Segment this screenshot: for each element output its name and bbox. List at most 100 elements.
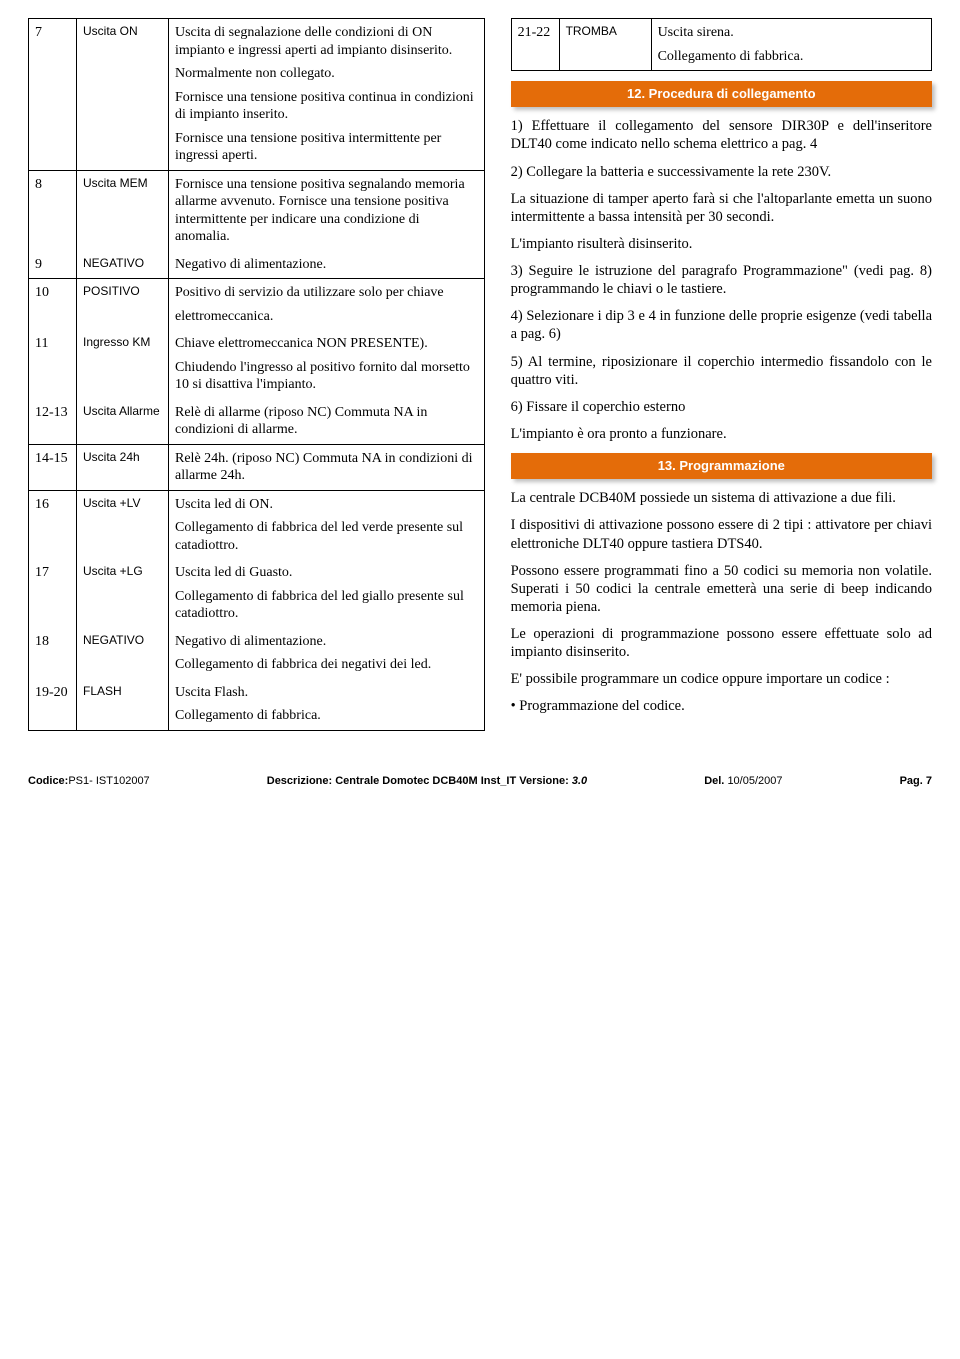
desc-line: Fornisce una tensione positiva continua … xyxy=(175,89,478,124)
table-row: 21-22 TROMBA Uscita sirena. Collegamento… xyxy=(511,19,931,71)
footer-page-label: Pag. xyxy=(900,775,923,787)
footer-desc-label: Descrizione: xyxy=(267,775,332,787)
terminal-desc: Relè di allarme (riposo NC) Commuta NA i… xyxy=(169,399,485,445)
terminal-number: 17 xyxy=(29,559,77,628)
terminal-number: 14-15 xyxy=(29,444,77,490)
desc-line: Collegamento di fabbrica dei negativi de… xyxy=(175,656,478,674)
footer-ver-label: Versione: xyxy=(519,775,569,787)
terminal-name: Uscita ON xyxy=(77,19,169,171)
terminal-desc: Relè 24h. (riposo NC) Commuta NA in cond… xyxy=(169,444,485,490)
terminal-desc: Uscita led di ON. Collegamento di fabbric… xyxy=(169,490,485,559)
terminals-table-left: 7Uscita ONUscita di segnalazione delle c… xyxy=(28,18,485,731)
footer-del-value: 10/05/2007 xyxy=(727,775,782,787)
terminal-name: Uscita MEM xyxy=(77,170,169,251)
desc-line: Uscita sirena. xyxy=(658,24,925,42)
footer-page-value: 7 xyxy=(926,775,932,787)
desc-line: Negativo di alimentazione. xyxy=(175,256,478,274)
terminal-name: Uscita 24h xyxy=(77,444,169,490)
desc-line: Collegamento di fabbrica del led verde p… xyxy=(175,519,478,554)
desc-line: Negativo di alimentazione. xyxy=(175,633,478,651)
terminal-number: 16 xyxy=(29,490,77,559)
desc-line: Relè di allarme (riposo NC) Commuta NA i… xyxy=(175,404,478,439)
terminal-name: FLASH xyxy=(77,679,169,731)
left-column: 7Uscita ONUscita di segnalazione delle c… xyxy=(28,18,485,731)
body-paragraph: La situazione di tamper aperto farà si c… xyxy=(511,190,932,226)
footer-del: Del. 10/05/2007 xyxy=(704,775,782,789)
terminal-desc: Uscita sirena. Collegamento di fabbrica. xyxy=(651,19,931,71)
table-row: 18NEGATIVONegativo di alimentazione.Coll… xyxy=(29,628,485,679)
desc-line: Collegamento di fabbrica. xyxy=(658,48,925,66)
terminal-desc: Fornisce una tensione positiva segnaland… xyxy=(169,170,485,251)
desc-line: Uscita led di Guasto. xyxy=(175,564,478,582)
table-row: 9NEGATIVONegativo di alimentazione. xyxy=(29,251,485,279)
desc-line: Collegamento di fabbrica. xyxy=(175,707,478,725)
terminal-number: 18 xyxy=(29,628,77,679)
desc-line: Fornisce una tensione positiva intermitt… xyxy=(175,130,478,165)
table-row: 19-20FLASH Uscita Flash. Collegamento di f… xyxy=(29,679,485,731)
footer-code-label: Codice: xyxy=(28,775,68,787)
footer-desc: Descrizione: Centrale Domotec DCB40M Ins… xyxy=(267,775,587,789)
terminal-desc: Uscita Flash. Collegamento di fabbrica. xyxy=(169,679,485,731)
terminal-number: 12-13 xyxy=(29,399,77,445)
terminal-desc: Uscita led di Guasto. Collegamento di fab… xyxy=(169,559,485,628)
desc-line: Collegamento di fabbrica del led giallo … xyxy=(175,588,478,623)
table-row: 8Uscita MEMFornisce una tensione positiv… xyxy=(29,170,485,251)
desc-line: elettromeccanica. xyxy=(175,308,478,326)
terminal-number: 7 xyxy=(29,19,77,171)
terminal-desc: Negativo di alimentazione. Collegamento d… xyxy=(169,628,485,679)
body-paragraph: 3) Seguire le istruzione del paragrafo P… xyxy=(511,262,932,298)
footer-code-value: PS1- IST102007 xyxy=(68,775,149,787)
footer-page: Pag. 7 xyxy=(900,775,932,789)
table-row: 7Uscita ONUscita di segnalazione delle c… xyxy=(29,19,485,171)
desc-line: Uscita Flash. xyxy=(175,684,478,702)
footer-del-label: Del. xyxy=(704,775,724,787)
terminal-name: Ingresso KM xyxy=(77,330,169,399)
terminal-desc: Uscita di segnalazione delle condizioni … xyxy=(169,19,485,171)
terminal-desc: Positivo di servizio da utilizzare solo … xyxy=(169,279,485,331)
footer-desc-value: Centrale Domotec DCB40M Inst_IT xyxy=(335,775,516,787)
desc-line: Chiave elettromeccanica NON PRESENTE). xyxy=(175,335,478,353)
terminals-table-right: 21-22 TROMBA Uscita sirena. Collegamento… xyxy=(511,18,932,71)
body-paragraph: • Programmazione del codice. xyxy=(511,697,932,715)
table-row: 12-13Uscita AllarmeRelè di allarme (ripo… xyxy=(29,399,485,445)
table-row: 10POSITIVO Positivo di servizio da utiliz… xyxy=(29,279,485,331)
terminal-name: POSITIVO xyxy=(77,279,169,331)
terminal-desc: Negativo di alimentazione. xyxy=(169,251,485,279)
terminal-desc: Chiave elettromeccanica NON PRESENTE). Ch… xyxy=(169,330,485,399)
body-paragraph: 5) Al termine, riposizionare il coperchi… xyxy=(511,353,932,389)
terminal-number: 8 xyxy=(29,170,77,251)
table-row: 17Uscita +LG Uscita led di Guasto. Collega… xyxy=(29,559,485,628)
body-paragraph: 6) Fissare il coperchio esterno xyxy=(511,398,932,416)
desc-line: Uscita di segnalazione delle condizioni … xyxy=(175,24,478,59)
body-paragraph: La centrale DCB40M possiede un sistema d… xyxy=(511,489,932,507)
footer-ver-value: 3.0 xyxy=(572,775,587,787)
table-row: 14-15Uscita 24hRelè 24h. (riposo NC) Com… xyxy=(29,444,485,490)
table-row: 11Ingresso KMChiave elettromeccanica NON… xyxy=(29,330,485,399)
body-paragraph: E' possibile programmare un codice oppur… xyxy=(511,670,932,688)
terminal-name: Uscita +LG xyxy=(77,559,169,628)
desc-line: Normalmente non collegato. xyxy=(175,65,478,83)
desc-line: Uscita led di ON. xyxy=(175,496,478,514)
terminal-number: 10 xyxy=(29,279,77,331)
body-paragraph: 2) Collegare la batteria e successivamen… xyxy=(511,163,932,181)
body-paragraph: 4) Selezionare i dip 3 e 4 in funzione d… xyxy=(511,307,932,343)
page-footer: Codice:PS1- IST102007 Descrizione: Centr… xyxy=(28,769,932,801)
desc-line: Positivo di servizio da utilizzare solo … xyxy=(175,284,478,302)
terminal-name: Uscita Allarme xyxy=(77,399,169,445)
body-paragraph: L'impianto risulterà disinserito. xyxy=(511,235,932,253)
terminal-name: NEGATIVO xyxy=(77,251,169,279)
terminal-number: 11 xyxy=(29,330,77,399)
two-column-layout: 7Uscita ONUscita di segnalazione delle c… xyxy=(28,18,932,731)
desc-line: Fornisce una tensione positiva segnaland… xyxy=(175,176,478,246)
terminal-number: 19-20 xyxy=(29,679,77,731)
body-paragraph: 1) Effettuare il collegamento del sensor… xyxy=(511,117,932,153)
section-13-body: La centrale DCB40M possiede un sistema d… xyxy=(511,489,932,715)
table-row: 16Uscita +LVUscita led di ON.Collegament… xyxy=(29,490,485,559)
desc-line: Chiudendo l'ingresso al positivo fornito… xyxy=(175,359,478,394)
section-12-body: 1) Effettuare il collegamento del sensor… xyxy=(511,117,932,443)
section-heading-12: 12. Procedura di collegamento xyxy=(511,81,932,107)
body-paragraph: L'impianto è ora pronto a funzionare. xyxy=(511,425,932,443)
desc-line: Relè 24h. (riposo NC) Commuta NA in cond… xyxy=(175,450,478,485)
footer-code: Codice:PS1- IST102007 xyxy=(28,775,150,789)
terminal-number: 21-22 xyxy=(511,19,559,71)
